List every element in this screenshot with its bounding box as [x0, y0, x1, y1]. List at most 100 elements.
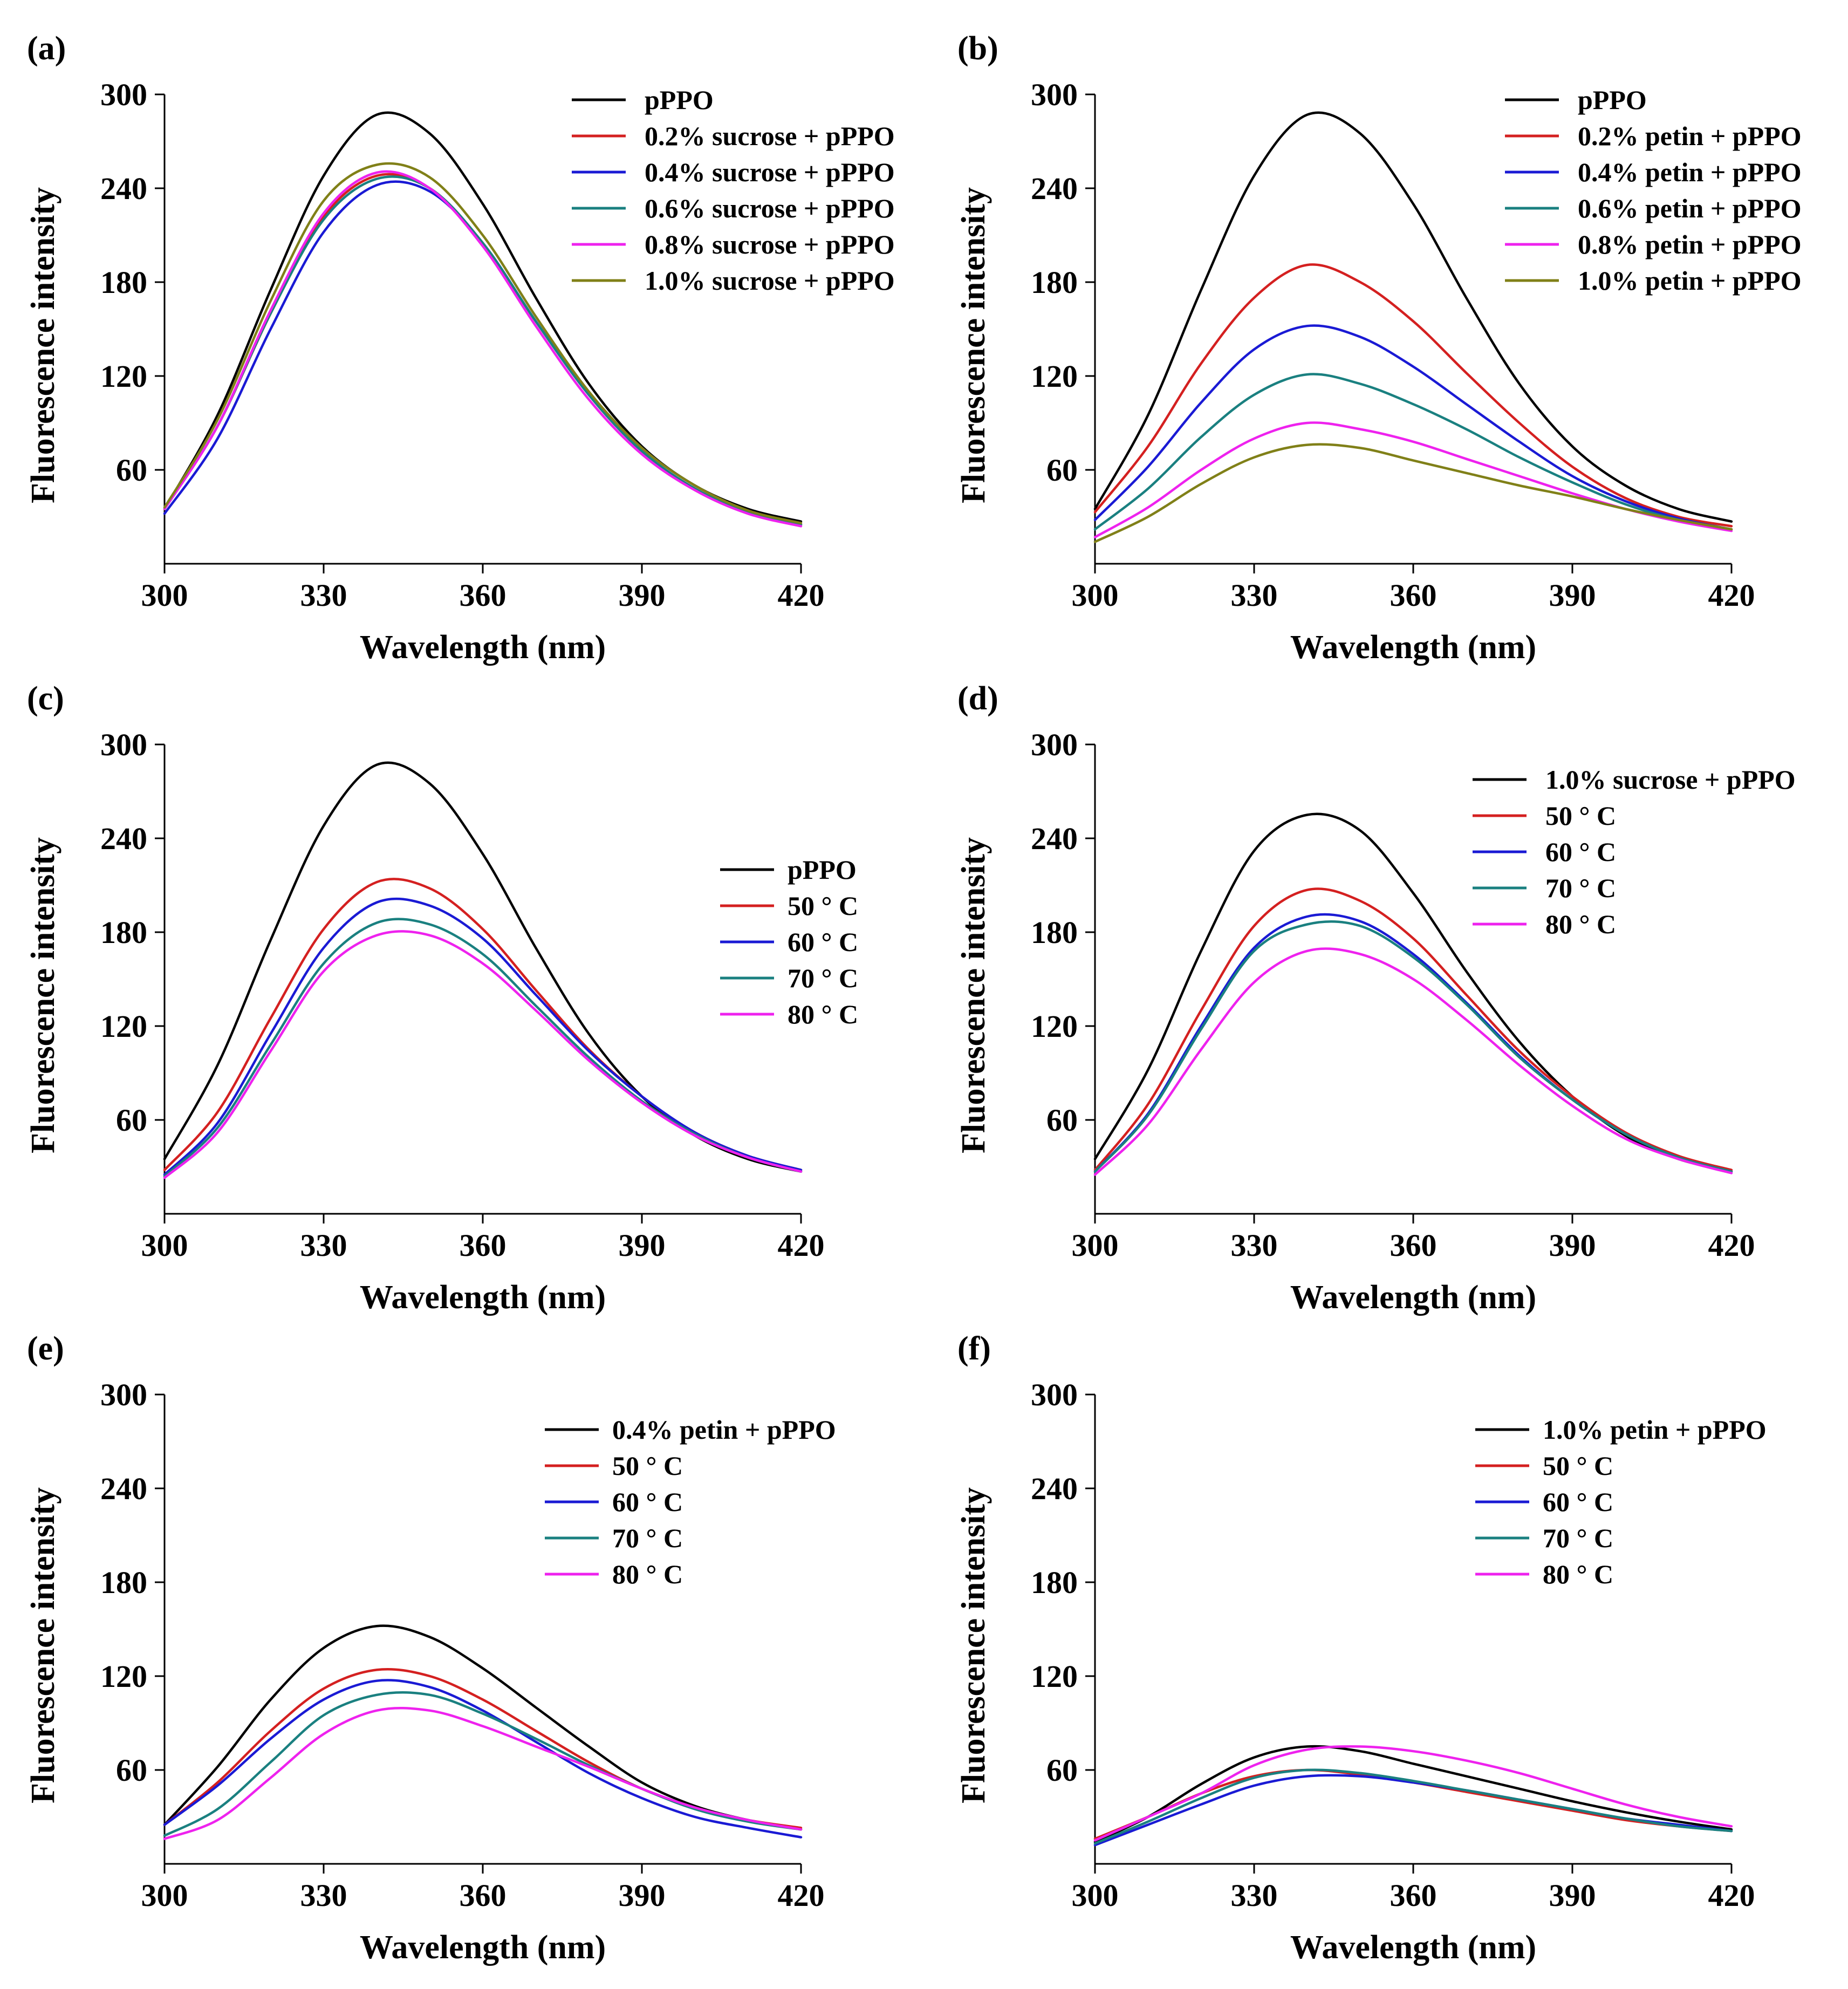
x-tick-label: 300: [1072, 578, 1119, 613]
x-tick-label: 390: [1549, 578, 1596, 613]
x-tick-label: 420: [1708, 1878, 1755, 1913]
x-tick-label: 360: [1390, 578, 1437, 613]
chart-panel-e: (e) 300 330 360 390 420 60 120 180 240 300 Waveleng…: [25, 1330, 836, 1966]
legend: 0.4% petin + pPPO 50 ° C 60 ° C 70 ° C 80 ° …: [545, 1414, 836, 1589]
y-tick-label: 300: [1031, 727, 1078, 762]
series-line-4: [1093, 373, 1733, 531]
legend-label: 1.0% sucrose + pPPO: [1545, 764, 1796, 795]
series-line-2: [163, 878, 803, 1172]
panel-label: (e): [27, 1330, 64, 1367]
legend-label: pPPO: [788, 855, 857, 885]
y-tick-label: 60: [116, 1753, 147, 1788]
x-axis-title: Wavelength (nm): [1290, 629, 1536, 666]
y-tick-label: 180: [100, 265, 147, 300]
legend-label: 50 ° C: [1543, 1451, 1613, 1481]
y-tick-label: 120: [100, 1009, 147, 1044]
legend-label: 80 ° C: [1545, 909, 1616, 939]
legend-label: 80 ° C: [1543, 1559, 1613, 1589]
x-tick-label: 360: [1390, 1228, 1437, 1263]
y-tick-label: 60: [1046, 453, 1078, 488]
y-tick-label: 300: [1031, 77, 1078, 112]
x-tick-label: 360: [460, 578, 507, 613]
y-tick-label: 120: [1031, 359, 1078, 394]
series-line-1: [163, 1624, 803, 1831]
legend: 1.0% sucrose + pPPO 50 ° C 60 ° C 70 ° C 80 …: [1473, 764, 1796, 939]
legend-label: 50 ° C: [612, 1451, 683, 1481]
legend-label: 1.0% petin + pPPO: [1578, 265, 1802, 296]
series-line-3: [1093, 913, 1733, 1173]
y-tick-label: 120: [1031, 1659, 1078, 1694]
legend-label: 80 ° C: [612, 1559, 683, 1589]
legend-label: 1.0% petin + pPPO: [1543, 1414, 1767, 1445]
chart-panel-c: (c) 300 330 360 390 420 60 120 180 240 300 Waveleng…: [25, 680, 858, 1316]
legend-label: 50 ° C: [1545, 801, 1616, 831]
y-tick-label: 240: [100, 1471, 147, 1506]
x-tick-label: 390: [619, 1878, 666, 1913]
legend-label: 0.4% petin + pPPO: [1578, 157, 1802, 187]
y-tick-label: 180: [100, 1565, 147, 1600]
legend-label: 70 ° C: [1543, 1523, 1613, 1553]
y-tick-label: 240: [1031, 821, 1078, 856]
x-axis-title: Wavelength (nm): [1290, 1279, 1536, 1316]
series-line-1: [1093, 812, 1733, 1173]
legend-label: 0.6% petin + pPPO: [1578, 193, 1802, 223]
x-axis-title: Wavelength (nm): [360, 1279, 606, 1316]
x-tick-label: 300: [141, 578, 188, 613]
x-tick-label: 390: [1549, 1878, 1596, 1913]
y-tick-label: 180: [1031, 1565, 1078, 1600]
y-tick-label: 240: [1031, 171, 1078, 206]
y-axis-title: Fluorescence intensity: [955, 837, 992, 1153]
y-axis-title: Fluorescence intensity: [955, 187, 992, 503]
x-tick-label: 420: [778, 578, 825, 613]
series-line-5: [1093, 947, 1733, 1176]
y-tick-label: 180: [1031, 915, 1078, 950]
series-line-2: [1093, 263, 1733, 528]
x-axis-title: Wavelength (nm): [360, 1929, 606, 1966]
x-tick-label: 330: [1231, 578, 1278, 613]
legend-label: 60 ° C: [1545, 837, 1616, 867]
legend-label: 1.0% sucrose + pPPO: [645, 265, 895, 296]
x-tick-label: 330: [1231, 1878, 1278, 1913]
legend-label: 80 ° C: [788, 999, 858, 1029]
series-line-5: [163, 1707, 803, 1840]
legend-label: 0.4% sucrose + pPPO: [645, 157, 895, 187]
x-tick-label: 420: [778, 1878, 825, 1913]
x-tick-label: 300: [1072, 1228, 1119, 1263]
series-line-5: [163, 930, 803, 1179]
legend-label: 60 ° C: [612, 1487, 683, 1517]
y-tick-label: 240: [100, 171, 147, 206]
series-line-3: [1093, 324, 1733, 531]
y-tick-label: 300: [100, 727, 147, 762]
series-line-5: [1093, 1745, 1733, 1842]
panel-label: (a): [27, 30, 66, 67]
legend: pPPO 50 ° C 60 ° C 70 ° C 80 ° C: [720, 855, 858, 1029]
series-line-3: [163, 897, 803, 1176]
series-line-6: [1093, 443, 1733, 543]
x-axis-title: Wavelength (nm): [360, 629, 606, 666]
legend-label: 0.8% sucrose + pPPO: [645, 229, 895, 259]
legend-label: 70 ° C: [1545, 873, 1616, 903]
x-tick-label: 300: [141, 1228, 188, 1263]
y-tick-label: 300: [100, 1377, 147, 1412]
x-tick-label: 330: [300, 1228, 347, 1263]
x-axis-title: Wavelength (nm): [1290, 1929, 1536, 1966]
chart-panel-d: (d) 300 330 360 390 420 60 120 180 240 300 Waveleng…: [955, 680, 1796, 1316]
series-line-3: [1093, 1774, 1733, 1847]
legend: pPPO 0.2% petin + pPPO 0.4% petin + pPPO 0.…: [1505, 85, 1802, 296]
y-axis-title: Fluorescence intensity: [955, 1487, 992, 1803]
series-line-5: [163, 170, 803, 528]
series-line-6: [163, 162, 803, 524]
legend-label: 0.6% sucrose + pPPO: [645, 193, 895, 223]
x-tick-label: 390: [619, 1228, 666, 1263]
legend: 1.0% petin + pPPO 50 ° C 60 ° C 70 ° C 80 ° …: [1475, 1414, 1767, 1589]
series-line-1: [163, 761, 803, 1173]
series-line-5: [1093, 421, 1733, 538]
x-tick-label: 330: [1231, 1228, 1278, 1263]
y-tick-label: 180: [100, 915, 147, 950]
y-tick-label: 240: [1031, 1471, 1078, 1506]
panel-label: (c): [27, 680, 64, 717]
series-line-4: [163, 918, 803, 1178]
series-line-2: [1093, 887, 1733, 1172]
